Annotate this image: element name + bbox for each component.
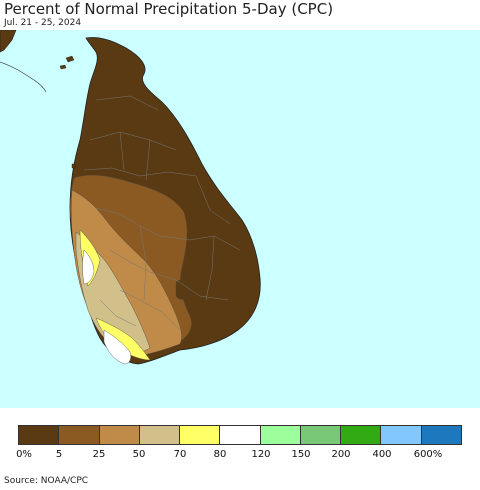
precipitation-map — [0, 30, 480, 408]
legend-swatch — [99, 426, 140, 444]
legend-swatch — [220, 426, 261, 444]
map-title: Percent of Normal Precipitation 5-Day (C… — [4, 0, 334, 18]
legend-tick: 600% — [413, 449, 443, 460]
legend-tick: 70 — [173, 449, 187, 460]
legend-tick: 0% — [16, 449, 32, 460]
india-coast-outline — [0, 61, 47, 93]
legend-swatch — [19, 426, 60, 444]
legend-swatch — [300, 426, 342, 444]
legend-tick: 150 — [291, 449, 311, 460]
legend-swatch — [421, 426, 461, 444]
date-range: Jul. 21 - 25, 2024 — [4, 18, 82, 28]
legend-swatch — [381, 426, 422, 444]
coastal-islets — [59, 55, 76, 169]
legend-swatch — [341, 426, 382, 444]
legend-swatch — [59, 426, 100, 444]
legend-tick: 80 — [213, 449, 227, 460]
legend-tick: 400 — [372, 449, 392, 460]
legend-swatch — [180, 426, 221, 444]
legend-swatch — [260, 426, 301, 444]
legend-tick-labels: 0% 5 25 50 70 80 120 150 200 400 600% — [0, 449, 480, 463]
zone-80-120 — [82, 249, 131, 365]
india-landmass — [0, 30, 17, 53]
legend-tick: 25 — [92, 449, 106, 460]
zone-0-5-pocket — [175, 279, 189, 300]
legend-tick: 50 — [132, 449, 146, 460]
color-legend — [18, 425, 462, 445]
legend-tick: 120 — [251, 449, 271, 460]
district-boundaries — [83, 95, 241, 331]
source-credit: Source: NOAA/CPC — [4, 476, 89, 486]
legend-swatch — [139, 426, 181, 444]
legend-tick: 200 — [331, 449, 351, 460]
legend-tick: 5 — [55, 449, 63, 460]
